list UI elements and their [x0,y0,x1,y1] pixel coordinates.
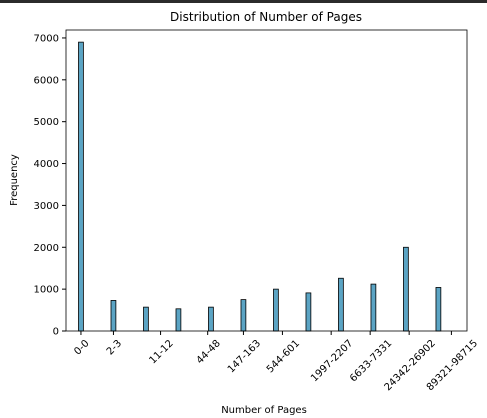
bar [208,306,214,332]
bar [338,277,344,332]
x-tick-label: 147-163 [226,338,263,375]
y-tick-label: 5000 [34,117,59,128]
y-tick-label: 0 [53,327,59,338]
x-tick-label: 6633-7331 [348,338,394,384]
bar [435,287,442,332]
y-tick-label: 2000 [34,243,59,254]
y-tick-label: 7000 [34,33,59,44]
window-strip [0,0,487,3]
bar [370,283,377,332]
bar [240,299,247,332]
plot-frame [65,29,468,332]
bar [403,246,409,332]
y-tick-label: 1000 [34,285,59,296]
chart-title: Distribution of Number of Pages [170,10,362,24]
y-tick-label: 6000 [34,75,59,86]
y-tick-label: 3000 [34,201,59,212]
x-tick-label: 0-0 [72,338,91,357]
bar [78,41,84,332]
x-tick-label: 544-601 [265,338,302,375]
x-tick-label: 2-3 [105,338,124,357]
bar [110,300,117,332]
bar [175,308,182,332]
x-tick-label: 11-12 [147,338,175,366]
y-tick-label: 4000 [34,159,59,170]
bar [305,292,312,332]
bar [143,306,149,332]
y-axis-label: Frequency [9,154,20,206]
x-axis-label: Number of Pages [221,405,307,416]
bar [273,288,279,332]
x-tick-label: 44-48 [195,338,223,366]
